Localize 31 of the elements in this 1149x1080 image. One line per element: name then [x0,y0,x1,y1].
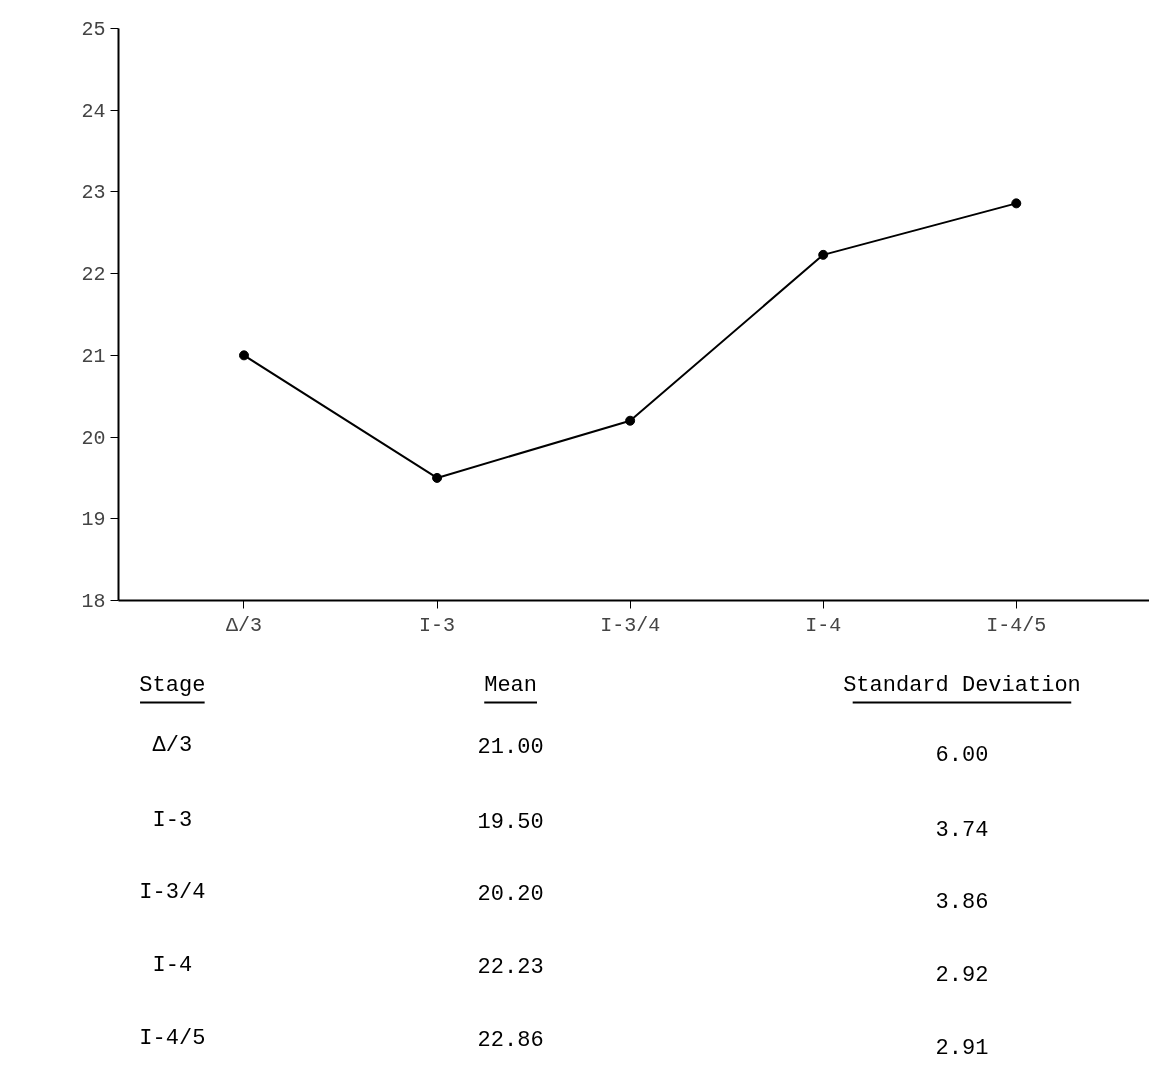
text: Stage [139,673,206,698]
y-tick-label: 23 [81,181,106,205]
text: 22.23 [477,955,544,980]
category-label: I-3/4 [139,880,206,905]
text: 6.00 [935,743,989,768]
text: Standard Deviation [843,673,1081,698]
text: 20.20 [477,882,544,907]
y-tick-label: 18 [81,590,106,613]
x-tick-label: I-4/5 [986,613,1047,637]
x-tick-label: Δ/3 [225,613,263,637]
x-tick-label: I-4 [805,613,842,637]
category-label: Δ/3 [152,733,193,758]
category-label: I-4 [152,953,193,978]
text: 3.74 [935,818,989,843]
y-tick-label: 19 [81,508,106,532]
category-label: I-3 [152,808,193,833]
x-tick-label: I-3 [419,613,456,637]
text: 19.50 [477,810,544,835]
x-tick-label: I-3/4 [600,613,661,637]
text: 2.91 [935,1036,989,1061]
text: Mean [484,673,538,698]
y-tick-label: 24 [81,99,106,123]
text: 3.86 [935,890,989,915]
y-tick-label: 21 [81,344,106,368]
text: 22.86 [477,1028,544,1053]
text: 21.00 [477,735,544,760]
category-label: I-4/5 [139,1026,206,1051]
y-tick-label: 22 [81,263,106,287]
y-tick-label: 20 [81,426,106,450]
text: 2.92 [935,963,989,988]
y-tick-label: 25 [81,18,106,41]
